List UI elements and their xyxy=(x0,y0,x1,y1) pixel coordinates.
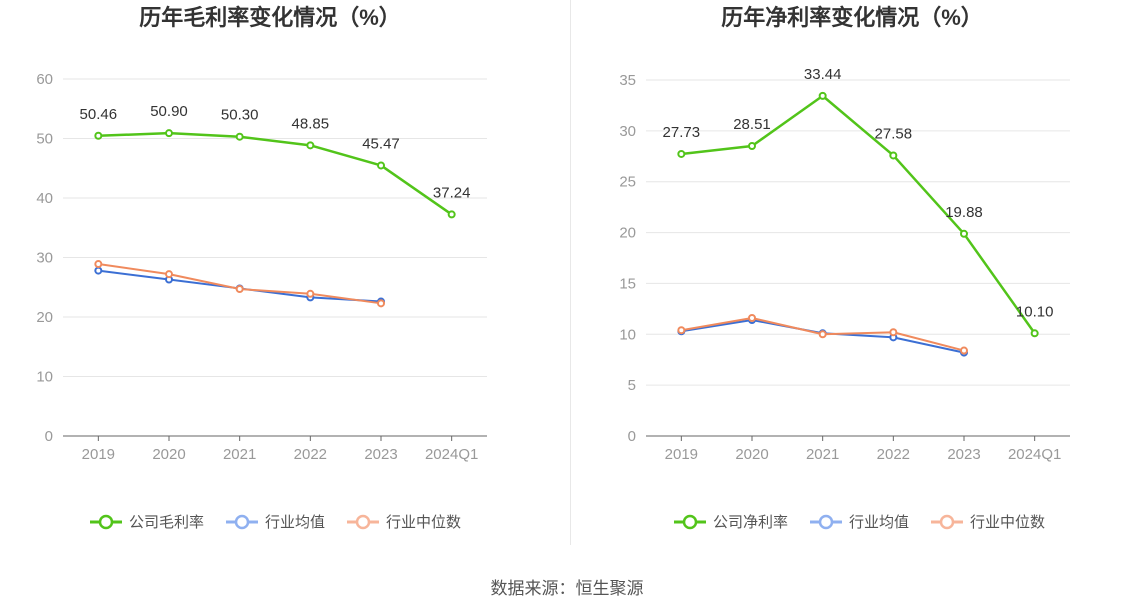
data-source: 数据来源：恒生聚源 xyxy=(490,579,644,598)
data-label: 50.46 xyxy=(80,106,118,123)
x-tick-label: 2021 xyxy=(223,446,256,463)
net-margin-chart: 历年净利率变化情况（%） 0 5 10 15 20 25 30 35 2019 2020 2021 20… xyxy=(619,5,1070,531)
legend-marker-icon xyxy=(818,514,834,530)
y-tick-label: 35 xyxy=(619,72,636,89)
data-point xyxy=(235,132,244,141)
data-point xyxy=(748,314,756,323)
x-tick-label: 2023 xyxy=(947,446,980,463)
panel-divider xyxy=(570,0,571,545)
legend-label: 行业均值 xyxy=(849,514,909,531)
y-tick-label: 40 xyxy=(36,190,53,207)
x-tick-label: 2020 xyxy=(152,446,185,463)
x-tick-label: 2019 xyxy=(82,446,115,463)
y-tick-label: 10 xyxy=(619,326,636,343)
legend-label: 行业中位数 xyxy=(970,514,1045,531)
data-point xyxy=(94,266,103,275)
chart-title: 历年毛利率变化情况（%） xyxy=(139,5,401,30)
data-point xyxy=(818,330,827,339)
y-tick-label: 30 xyxy=(36,250,53,267)
data-label: 27.73 xyxy=(663,124,701,141)
data-point xyxy=(677,326,686,335)
x-tick-label: 2024Q1 xyxy=(1008,446,1061,463)
data-label: 48.85 xyxy=(292,115,330,132)
data-label: 33.44 xyxy=(804,66,842,83)
data-point xyxy=(377,161,385,170)
chart-title: 历年净利率变化情况（%） xyxy=(721,5,983,30)
y-tick-label: 20 xyxy=(36,309,53,326)
legend-label: 行业中位数 xyxy=(386,514,461,531)
data-point xyxy=(94,131,103,140)
data-label: 28.51 xyxy=(733,116,771,133)
y-tick-label: 5 xyxy=(628,377,636,394)
data-point xyxy=(889,328,898,337)
x-tick-label: 2020 xyxy=(735,446,768,463)
legend-marker-icon xyxy=(682,514,698,530)
legend-item: 公司净利率 xyxy=(674,514,788,531)
net-margin-panel: 历年净利率变化情况（%） 0 5 10 15 20 25 30 35 2019 2020 2021 20… xyxy=(567,0,1134,550)
x-tick-label: 2019 xyxy=(665,446,698,463)
data-point xyxy=(818,91,827,100)
legend-label: 行业均值 xyxy=(265,514,325,531)
legend-item: 行业均值 xyxy=(226,514,325,531)
data-point xyxy=(377,299,385,308)
y-tick-label: 50 xyxy=(36,131,53,148)
x-tick-label: 2024Q1 xyxy=(425,446,478,463)
data-label: 37.24 xyxy=(433,184,471,201)
legend-item: 行业中位数 xyxy=(931,514,1045,531)
data-label: 27.58 xyxy=(875,125,913,142)
legend-item: 行业中位数 xyxy=(347,514,461,531)
data-point xyxy=(306,141,315,150)
series-line xyxy=(98,131,453,216)
data-label: 10.10 xyxy=(1016,303,1054,320)
y-tick-label: 25 xyxy=(619,174,636,191)
legend-marker-icon xyxy=(355,514,371,530)
y-tick-label: 30 xyxy=(619,123,636,140)
data-point xyxy=(94,260,103,269)
x-tick-label: 2023 xyxy=(364,446,397,463)
data-point xyxy=(960,346,968,355)
legend-marker-icon xyxy=(234,514,250,530)
data-point xyxy=(960,229,968,238)
legend-marker-icon xyxy=(98,514,114,530)
y-tick-label: 15 xyxy=(619,275,636,292)
data-point xyxy=(235,285,244,294)
data-label: 45.47 xyxy=(362,135,400,152)
x-tick-label: 2021 xyxy=(806,446,839,463)
y-tick-label: 60 xyxy=(36,71,53,88)
data-point xyxy=(1030,329,1039,338)
data-point xyxy=(447,210,456,219)
series-line xyxy=(98,263,382,305)
data-point xyxy=(889,151,898,160)
legend-label: 公司净利率 xyxy=(713,514,788,531)
data-point xyxy=(165,129,173,138)
y-tick-label: 0 xyxy=(628,428,636,445)
data-label: 50.90 xyxy=(150,103,188,120)
legend-item: 行业均值 xyxy=(810,514,909,531)
gross-margin-panel: 历年毛利率变化情况（%） 0 10 20 30 40 50 60 2019 2020 2021 202… xyxy=(0,0,567,550)
data-point xyxy=(677,149,686,158)
series-line xyxy=(681,94,1036,334)
x-tick-label: 2022 xyxy=(294,446,327,463)
data-point xyxy=(165,270,173,279)
y-tick-label: 20 xyxy=(619,225,636,242)
y-tick-label: 0 xyxy=(45,428,53,445)
data-label: 19.88 xyxy=(945,204,983,221)
x-tick-label: 2022 xyxy=(877,446,910,463)
data-point xyxy=(306,289,315,298)
legend-marker-icon xyxy=(939,514,955,530)
data-label: 50.30 xyxy=(221,107,259,124)
data-point xyxy=(748,142,756,151)
legend-label: 公司毛利率 xyxy=(129,514,204,531)
legend-item: 公司毛利率 xyxy=(90,514,204,531)
y-tick-label: 10 xyxy=(36,369,53,386)
gross-margin-chart: 历年毛利率变化情况（%） 0 10 20 30 40 50 60 2019 2020 2021 202… xyxy=(36,5,487,531)
